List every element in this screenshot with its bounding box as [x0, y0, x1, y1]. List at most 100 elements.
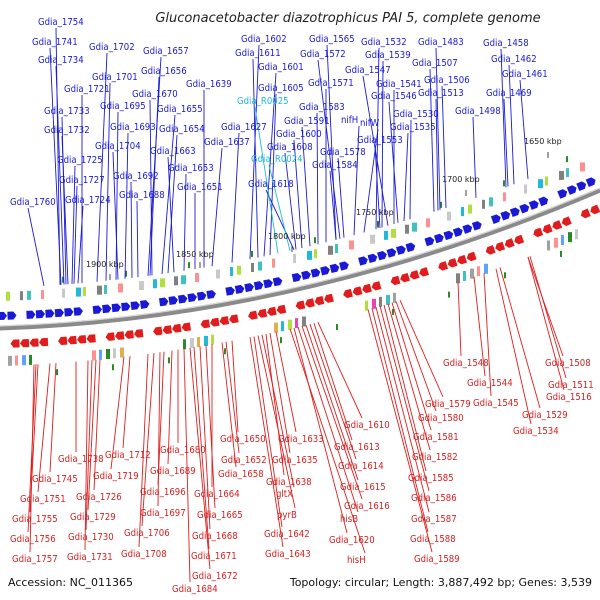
- gene-label: Gdia_1725: [57, 155, 103, 166]
- feature-box: [195, 273, 199, 283]
- reverse-gene-arrow: [343, 288, 353, 299]
- gene-label: Gdia_1571: [308, 78, 354, 89]
- leader-line: [130, 181, 133, 278]
- reverse-gene-arrow: [352, 286, 363, 296]
- leader-line: [84, 360, 89, 551]
- leader-line: [199, 346, 211, 530]
- reverse-gene-arrow: [495, 241, 506, 252]
- forward-gene-arrow: [433, 233, 444, 244]
- leader-line: [381, 60, 384, 228]
- gene-label: Gdia_1697: [140, 508, 186, 519]
- gene-label: Gdia_1696: [140, 487, 186, 498]
- gene-label: Gdia_1633: [278, 434, 324, 445]
- gene-label: Gdia_1529: [522, 410, 568, 421]
- feature-box: [197, 337, 200, 348]
- leader-line: [73, 185, 78, 284]
- gene-label: Gdia_1579: [425, 399, 471, 410]
- gene-label: Gdia_1506: [424, 75, 470, 86]
- feature-box: [561, 234, 564, 245]
- forward-gene-arrow: [177, 294, 188, 304]
- reverse-gene-arrow: [371, 281, 382, 291]
- leader-line: [527, 256, 564, 357]
- gene-label: Gdia_1498: [455, 106, 501, 117]
- leader-line: [375, 47, 380, 230]
- feature-box: [463, 270, 466, 281]
- gene-label: Gdia_1580: [418, 413, 464, 424]
- gene-label: pyrB: [277, 510, 297, 521]
- leader-line: [293, 327, 348, 534]
- gene-label: nifH: [341, 115, 358, 126]
- gene-label: Gdia_1658: [218, 469, 264, 480]
- gene-label: Gdia_1616: [344, 501, 390, 512]
- forward-gene-arrow: [7, 311, 17, 320]
- feature-box: [482, 199, 485, 209]
- gene-label: Gdia_1650: [220, 434, 266, 445]
- leader-line: [249, 44, 260, 260]
- leader-line: [435, 47, 441, 210]
- feature-box: [258, 261, 262, 271]
- forward-gene-arrow: [500, 210, 511, 221]
- feature-box: [461, 206, 464, 216]
- gene-label: Gdia_1721: [64, 84, 110, 95]
- feature-box: [504, 272, 506, 279]
- tick-label: 1900 kbp: [86, 260, 124, 269]
- feature-box: [168, 357, 170, 364]
- gene-label: Gdia_1541: [376, 79, 422, 90]
- feature-box: [295, 318, 298, 329]
- gene-label: Gdia_1602: [241, 34, 287, 45]
- gene-label: Gdia_1546: [371, 91, 417, 102]
- gene-label: Gdia_1584: [312, 160, 358, 171]
- gene-label: Gdia_1732: [44, 125, 90, 136]
- leader-line: [374, 145, 381, 229]
- forward-gene-arrow: [509, 207, 520, 218]
- feature-box: [41, 290, 44, 300]
- gene-label: Gdia_1611: [235, 48, 281, 59]
- feature-box: [566, 168, 569, 178]
- gene-label: Gdia_1507: [412, 58, 458, 69]
- feature-box: [349, 240, 354, 250]
- gene-label: Gdia_1545: [473, 398, 519, 409]
- gene-label: Gdia_1757: [12, 554, 58, 565]
- forward-gene-arrow: [64, 308, 74, 317]
- gene-label: Gdia_1657: [143, 46, 189, 57]
- feature-box: [484, 263, 488, 274]
- feature-box: [293, 254, 296, 264]
- gene-label: Gdia_1741: [32, 37, 78, 48]
- feature-bands: [6, 156, 585, 376]
- feature-box: [112, 364, 114, 371]
- gene-label: Gdia_1589: [414, 554, 460, 565]
- feature-box: [560, 250, 562, 257]
- leader-line: [301, 325, 363, 500]
- gene-label: Gdia_1708: [121, 549, 167, 560]
- leader-line: [388, 101, 399, 223]
- forward-gene-arrow: [566, 185, 577, 195]
- feature-box: [314, 249, 317, 259]
- leader-line: [429, 68, 435, 212]
- leader-line: [457, 281, 462, 357]
- gene-label: Gdia_1583: [299, 102, 345, 113]
- feature-box: [470, 268, 474, 279]
- forward-gene-arrow: [158, 297, 169, 307]
- gene-label: Gdia_1565: [309, 34, 355, 45]
- reverse-gene-arrow: [162, 325, 173, 335]
- reverse-gene-arrow: [58, 336, 68, 346]
- leader-line: [37, 363, 51, 493]
- feature-box: [547, 240, 550, 251]
- leader-line: [136, 200, 139, 278]
- gene-label: Gdia_1544: [467, 378, 513, 389]
- leader-line: [221, 342, 237, 468]
- genome-backbone-highlight: [0, 187, 600, 327]
- feature-box: [251, 250, 253, 257]
- feature-box: [104, 284, 107, 294]
- gene-label: Gdia_1672: [192, 571, 238, 582]
- forward-gene-arrow: [377, 251, 387, 261]
- gene-label: Gdia_1754: [38, 17, 84, 28]
- forward-gene-arrow: [585, 177, 596, 188]
- gene-label: Gdia_1729: [70, 512, 116, 523]
- feature-box: [477, 266, 480, 277]
- gene-label: Gdia_1627: [221, 122, 267, 133]
- leader-line: [231, 340, 239, 433]
- forward-gene-arrow: [320, 266, 330, 276]
- gene-label: Gdia_1664: [194, 489, 240, 500]
- gene-label: hisB: [340, 514, 358, 525]
